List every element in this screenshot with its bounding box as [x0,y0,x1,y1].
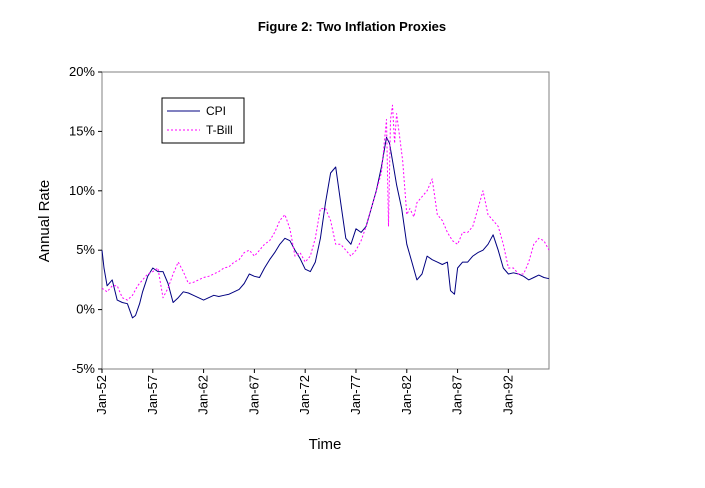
x-tick-label: Jan-87 [450,375,465,415]
x-tick-label: Jan-72 [297,375,312,415]
x-tick-label: Jan-52 [94,375,109,415]
y-axis-title: Annual Rate [36,180,53,263]
series-line-cpi [101,136,550,319]
x-tick-label: Jan-77 [348,375,363,415]
x-tick-label: Jan-67 [246,375,261,415]
series-line-t-bill [101,104,550,301]
x-tick-label: Jan-62 [196,375,211,415]
legend-label-cpi: CPI [206,104,226,118]
y-tick-label: -5% [72,361,96,376]
y-tick-label: 0% [76,302,95,317]
y-tick-label: 10% [69,183,95,198]
x-axis-title: Time [309,436,342,453]
legend-box [161,97,245,144]
y-tick-label: 20% [69,64,95,79]
x-tick-label: Jan-92 [500,375,515,415]
x-tick-label: Jan-82 [399,375,414,415]
chart-title: Figure 2: Two Inflation Proxies [258,19,446,34]
x-axis: Jan-52 Jan-57 Jan-62 Jan-67 Jan-72 Jan-77 Jan-… [94,369,515,415]
x-tick-label: Jan-57 [145,375,160,415]
legend: CPI T-Bill [161,97,245,144]
series-layer [101,104,550,319]
y-tick-label: 15% [69,123,95,138]
y-tick-label: 5% [76,242,95,257]
y-axis: -5% 0% 5% 10% 15% 20% [69,64,102,376]
legend-label-tbill: T-Bill [206,123,233,137]
